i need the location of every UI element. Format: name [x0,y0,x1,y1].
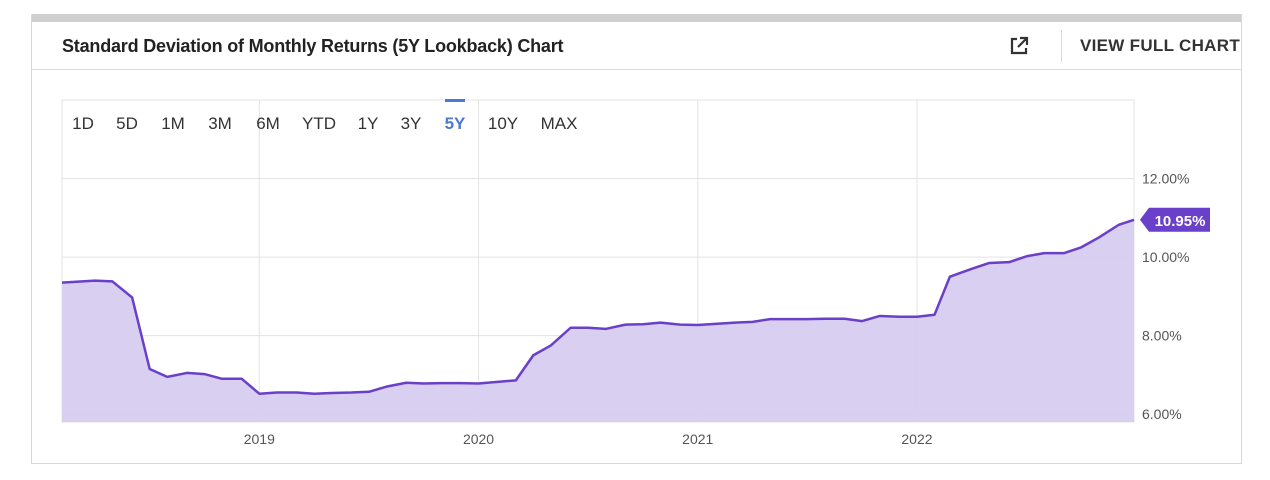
view-full-chart-link[interactable]: VIEW FULL CHART [1080,36,1241,55]
card-top-border [32,14,1241,22]
last-value-label: 10.95% [1155,213,1206,230]
y-axis: 6.00% 8.00% 10.00% 12.00% [1142,171,1189,423]
range-tab-max[interactable]: MAX [541,114,578,133]
x-axis: 2019 2020 2021 2022 [244,431,933,447]
external-link-icon[interactable] [1009,36,1029,56]
range-tab-label: 6M [256,114,280,133]
range-tab-5y[interactable]: 5Y [445,99,466,133]
range-tab-1d[interactable]: 1D [72,114,94,133]
chart-title: Standard Deviation of Monthly Returns (5… [62,36,564,56]
range-tabs: 1D 5D 1M 3M 6M YTD 1Y 3Y 5Y 10Y MAX [72,99,577,133]
range-tab-label: 1Y [358,114,379,133]
range-tab-label: YTD [302,114,336,133]
range-tab-3y[interactable]: 3Y [401,114,422,133]
range-tab-3m[interactable]: 3M [208,114,232,133]
range-tab-label: 3Y [401,114,422,133]
range-tab-label: MAX [541,114,578,133]
range-tab-label: 5D [116,114,138,133]
last-value-tag [1140,207,1210,232]
range-tab-label: 1M [161,114,185,133]
y-tick-label: 8.00% [1142,328,1182,344]
y-tick-label: 12.00% [1142,171,1189,187]
active-tab-indicator [445,99,465,102]
range-tab-label: 1D [72,114,94,133]
range-tab-label: 3M [208,114,232,133]
range-tab-ytd[interactable]: YTD [302,114,336,133]
chart-plot [61,218,1135,422]
card-header: Standard Deviation of Monthly Returns (5… [32,22,1241,70]
series-area [62,219,1134,422]
range-tab-1y[interactable]: 1Y [358,114,379,133]
y-tick-label: 6.00% [1142,406,1182,422]
x-tick-label: 2022 [901,431,932,447]
range-tab-label: 5Y [445,114,466,133]
header-divider [1061,30,1062,62]
range-tab-1m[interactable]: 1M [161,114,185,133]
y-tick-label: 10.00% [1142,249,1189,265]
x-tick-label: 2020 [463,431,494,447]
range-tab-6m[interactable]: 6M [256,114,280,133]
range-tab-5d[interactable]: 5D [116,114,138,133]
x-tick-label: 2019 [244,431,275,447]
range-tab-label: 10Y [488,114,518,133]
last-value-marker: 10.95% [1140,207,1210,232]
series-line [61,218,1135,395]
x-tick-label: 2021 [682,431,713,447]
range-tab-10y[interactable]: 10Y [488,114,518,133]
